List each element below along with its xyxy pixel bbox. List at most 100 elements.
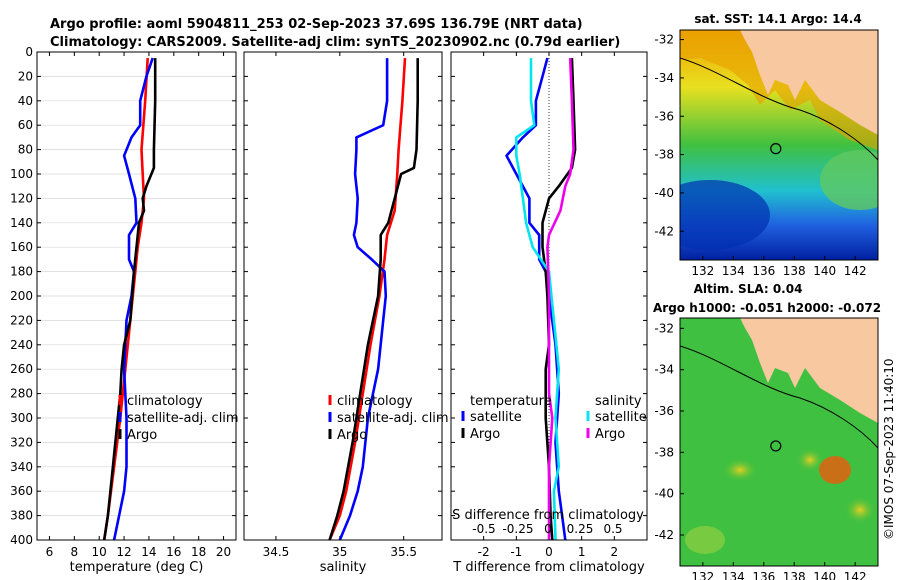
x-tick-label: 18 — [191, 545, 206, 559]
s-tick-label: 0.25 — [567, 522, 594, 536]
y-tick-label: 300 — [10, 411, 33, 425]
legend-label: Argo — [127, 428, 157, 443]
y-tick-label: 200 — [10, 289, 33, 303]
map-y-tick-label: -38 — [654, 445, 674, 459]
sst-map-axes: 132 134 136 138 140 142 -32 -34 -36 -38 -40 -42 — [654, 33, 866, 278]
y-tick-label: 40 — [18, 94, 33, 108]
map-x-tick-label: 140 — [813, 570, 836, 580]
temperature-profile-panel: 0 20 40 60 80 100 120 140 160 180 200 220 240 260 280 3… — [10, 45, 239, 575]
y-tick-label: 320 — [10, 435, 33, 449]
figure-title-line2: Climatology: CARS2009. Satellite-adj cli… — [50, 35, 620, 50]
map-x-tick-label: 142 — [844, 264, 867, 278]
series-line-argo-s — [546, 58, 575, 540]
y-tick-label: 240 — [10, 338, 33, 352]
map-x-tick-label: 134 — [722, 570, 745, 580]
x-tick-label: 14 — [141, 545, 156, 559]
map-x-tick-label: 142 — [844, 570, 867, 580]
y-tick-label: 220 — [10, 313, 33, 327]
sla-blob — [685, 526, 725, 554]
series-line-argo — [328, 58, 419, 541]
sst-cold-patch — [680, 180, 770, 250]
plot-frame — [36, 51, 237, 541]
map-x-tick-label: 132 — [691, 264, 714, 278]
y-tick-label: 140 — [10, 216, 33, 230]
sst-land — [740, 30, 878, 135]
sla-land — [740, 318, 878, 423]
series-line-argo — [102, 58, 157, 541]
x-tick-label: 0 — [545, 545, 553, 559]
map-x-tick-label: 136 — [752, 264, 775, 278]
y-tick-label: 260 — [10, 362, 33, 376]
sla-map-axes: 132 134 136 138 140 142 -32 -34 -36 -38 -40 -42 — [654, 321, 866, 580]
x-tick-label: 35 — [332, 545, 347, 559]
x-tick-label: 20 — [216, 545, 231, 559]
legend-label: climatology — [337, 394, 413, 409]
map-y-tick-label: -36 — [654, 109, 674, 123]
y-tick-label: 380 — [10, 509, 33, 523]
y-tick-label: 160 — [10, 240, 33, 254]
sst-map-frame — [679, 29, 879, 261]
map-x-tick-label: 138 — [783, 570, 806, 580]
legend-label: climatology — [127, 394, 203, 409]
legend-title-salinity: salinity — [595, 394, 642, 409]
salinity-profile-panel: 34.5 35 35.5 salinity climatology satellite-a… — [243, 51, 449, 575]
y-tick-label: 120 — [10, 191, 33, 205]
map-y-tick-label: -42 — [654, 224, 674, 238]
x-tick-label: -2 — [478, 545, 490, 559]
s-tick-label: -0.5 — [472, 522, 495, 536]
map-x-tick-label: 138 — [783, 264, 806, 278]
x-tick-label: 10 — [92, 545, 107, 559]
x-tick-label: -1 — [510, 545, 522, 559]
s-difference-label: S difference from climatology — [452, 508, 644, 523]
map-x-tick-label: 132 — [691, 570, 714, 580]
map-y-tick-label: -34 — [654, 71, 674, 85]
x-tick-label: 12 — [116, 545, 131, 559]
series-line-satellite-s — [515, 58, 561, 541]
argo-float-marker — [770, 440, 782, 452]
y-tick-label: 0 — [25, 45, 33, 59]
y-tick-label: 100 — [10, 167, 33, 181]
map-y-tick-label: -34 — [654, 363, 674, 377]
map-x-tick-label: 136 — [752, 570, 775, 580]
legend-label: Argo — [595, 427, 625, 442]
series-line-satellite-adj--clim — [112, 57, 154, 541]
sst-warm-patch — [820, 150, 878, 210]
x-tick-label: 8 — [70, 545, 78, 559]
sst-map-title: sat. SST: 14.1 Argo: 14.4 — [694, 12, 861, 26]
series-line-climatology — [328, 58, 407, 541]
sla-high-blob — [819, 456, 851, 484]
s-tick-label: 0.5 — [603, 522, 622, 536]
sst-map-image — [680, 30, 878, 260]
legend-label: Argo — [337, 428, 367, 443]
sla-map-image — [680, 318, 878, 566]
sla-map-title: Altim. SLA: 0.04 — [694, 282, 803, 296]
x-axis-label: salinity — [320, 560, 367, 575]
s-tick-label: 0 — [544, 522, 552, 536]
sla-blob — [722, 458, 758, 482]
map-y-tick-label: -32 — [654, 33, 674, 47]
x-tick-label: 16 — [166, 545, 181, 559]
y-tick-label: 360 — [10, 484, 33, 498]
map-y-tick-label: -32 — [654, 321, 674, 335]
sla-map-frame — [679, 317, 879, 567]
series-line-satellite-t — [505, 57, 567, 541]
x-tick-label: 34.5 — [263, 545, 290, 559]
x-tick-label: 35.5 — [390, 545, 417, 559]
map-y-tick-label: -38 — [654, 148, 674, 162]
plot-frame — [450, 51, 648, 541]
legend-label: satellite — [470, 410, 522, 425]
imos-watermark: ©IMOS 07-Sep-2023 11:40:10 — [882, 358, 896, 540]
x-tick-label: 2 — [611, 545, 619, 559]
sla-blob — [796, 448, 824, 472]
map-y-tick-label: -40 — [654, 487, 674, 501]
legend-label: satellite-adj. clim — [337, 411, 449, 426]
sla-map-subtitle: Argo h1000: -0.051 h2000: -0.072 — [653, 301, 881, 315]
y-tick-label: 60 — [18, 118, 33, 132]
y-tick-label: 400 — [10, 533, 33, 547]
y-tick-label: 20 — [18, 69, 33, 83]
sla-blob — [844, 496, 876, 524]
sst-contour — [680, 57, 878, 161]
map-y-tick-label: -36 — [654, 404, 674, 418]
x-tick-label: 6 — [46, 545, 54, 559]
